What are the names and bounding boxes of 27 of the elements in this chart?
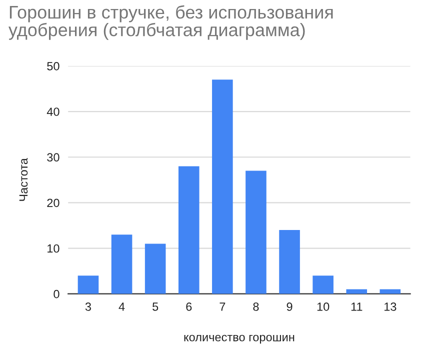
x-tick-label: 10 [317,302,330,311]
x-tick-label: 4 [118,302,125,311]
bar [111,234,132,294]
bar [212,80,233,294]
x-axis-title: количество горошин [184,334,294,344]
y-tick-label: 40 [46,108,60,116]
y-tick-label: 50 [47,62,60,70]
x-tick-label: 3 [85,302,91,311]
chart-title: Горошин в стручке, без использования удобрения (столбчатая диаграмма) [8,5,333,40]
y-tick-label: 0 [54,290,60,298]
x-tick-label: 7 [220,302,226,311]
x-tick-label: 6 [186,302,192,311]
y-axis-title: Частота [19,158,28,201]
x-tick-label: 13 [384,302,396,311]
y-tick-label: 10 [48,244,60,253]
x-tick-label: 5 [152,302,158,311]
x-tick-label: 8 [253,302,259,311]
x-tick-label: 9 [286,302,292,311]
y-tick-label: 20 [47,198,60,208]
bar [312,276,334,294]
x-tick-label: 11 [351,302,362,311]
bar [178,166,200,294]
y-tick-label: 30 [47,153,60,162]
bar [144,244,166,294]
bar [78,276,99,294]
bar [279,230,300,294]
bar [246,170,266,294]
